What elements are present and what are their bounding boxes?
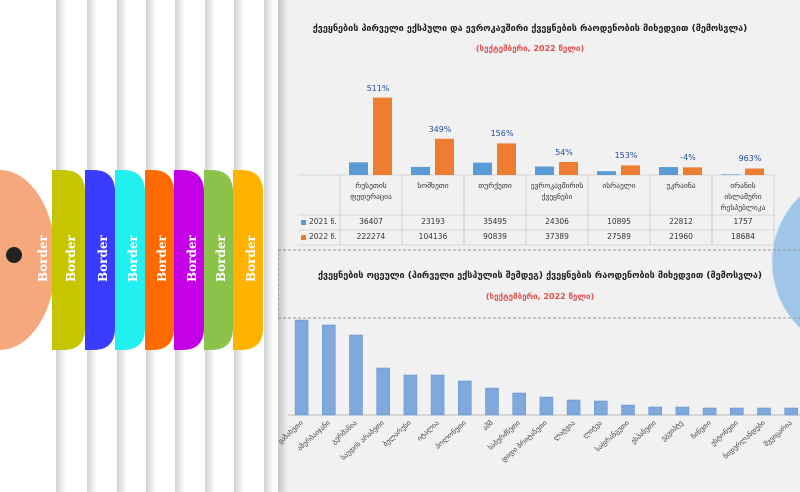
bar: [458, 380, 472, 416]
chart-subtitle: (სექტემბერი, 2022 წელი): [485, 292, 595, 301]
page-shadow: [278, 0, 288, 492]
table-value: 23193: [421, 217, 445, 226]
tab: [174, 170, 204, 350]
bar: [403, 374, 418, 416]
bar: [621, 404, 635, 416]
legend-label: 2021 წ.: [309, 217, 337, 226]
chart-subtitle: (სექტემბერი, 2022 წელი): [475, 44, 585, 53]
table-value: 22812: [669, 217, 693, 226]
tab: [85, 170, 115, 350]
table-value: 27589: [607, 232, 631, 241]
tab: [0, 170, 56, 350]
tab-label: Border: [126, 235, 140, 282]
bar: [535, 166, 554, 175]
tab: [233, 170, 263, 350]
tab-label: Border: [155, 235, 169, 282]
category-label: ირანის ისლამური რესპუბლიკა: [720, 181, 766, 212]
globe-icon: [6, 247, 22, 263]
bar: [648, 406, 662, 416]
bar: [594, 400, 608, 416]
bar: [349, 334, 363, 416]
legend-label: 2022 წ.: [309, 232, 337, 241]
tab-label: Border: [36, 235, 50, 282]
table-value: 35495: [483, 217, 507, 226]
table-value: 90839: [483, 232, 507, 241]
bar: [512, 392, 526, 416]
bar: [373, 97, 392, 175]
legend-swatch: [301, 220, 306, 225]
category-label: ევროკავშირის ქვეყნები: [530, 181, 584, 201]
category-label: ისრაელი: [602, 181, 636, 190]
growth-label: 963%: [738, 154, 762, 164]
bar: [322, 324, 336, 416]
growth-label: 511%: [366, 83, 390, 93]
bar: [597, 171, 616, 175]
tab-label: Border: [214, 235, 228, 282]
category-label: სომხეთი: [417, 181, 449, 190]
bar: [559, 161, 578, 175]
bar: [376, 367, 390, 416]
bar: [784, 407, 798, 416]
bar: [683, 167, 702, 175]
bar: [621, 165, 640, 175]
growth-label: 54%: [555, 147, 573, 157]
legend-swatch: [301, 235, 306, 240]
tab: [145, 170, 174, 350]
bar: [435, 138, 454, 175]
table-value: 222274: [356, 232, 386, 241]
bar: [730, 407, 744, 416]
chart-title: ქვეყნების პირველი ექსპული და ევროკავშირი…: [312, 24, 748, 34]
tab: [115, 170, 145, 350]
tab-label: Border: [96, 235, 110, 282]
tab-label: Border: [244, 235, 258, 282]
table-value: 24306: [545, 217, 569, 226]
bar: [757, 407, 771, 416]
table-value: 21960: [669, 232, 693, 241]
tab-label: Border: [185, 235, 199, 282]
bar: [566, 399, 581, 416]
bar: [659, 167, 678, 175]
page-shadow: [264, 0, 274, 492]
growth-label: 153%: [614, 151, 638, 161]
chart-title: ქვეყნების ოცეული (პირველი ექსპულის შემდე…: [317, 271, 763, 281]
table-value: 104136: [418, 232, 448, 241]
bar: [702, 407, 717, 416]
table-value: 37389: [545, 232, 569, 241]
category-label: რუსეთის ფედერაცია: [350, 181, 392, 201]
bar: [675, 406, 690, 416]
bar: [473, 162, 492, 175]
category-label: უკრაინა: [666, 181, 696, 190]
title-box: [277, 249, 800, 319]
table-value: 36407: [359, 217, 383, 226]
table-value: 10895: [607, 217, 631, 226]
bar: [539, 396, 554, 416]
deco-circle: [771, 195, 800, 329]
growth-label: 349%: [428, 124, 452, 134]
bar: [745, 168, 764, 175]
tab: [204, 170, 233, 350]
bar: [721, 174, 740, 175]
tab-label: Border: [64, 235, 78, 282]
bar: [411, 166, 430, 175]
bar: [294, 319, 309, 416]
table-value: 18684: [731, 232, 755, 241]
growth-label: 156%: [490, 129, 514, 139]
bar: [430, 374, 445, 416]
growth-label: -4%: [680, 153, 696, 163]
category-label: თურქეთი: [478, 181, 512, 190]
bar: [497, 143, 516, 175]
table-value: 1757: [733, 217, 753, 226]
bar: [349, 162, 368, 175]
tab: [52, 170, 85, 350]
bar: [485, 387, 499, 416]
